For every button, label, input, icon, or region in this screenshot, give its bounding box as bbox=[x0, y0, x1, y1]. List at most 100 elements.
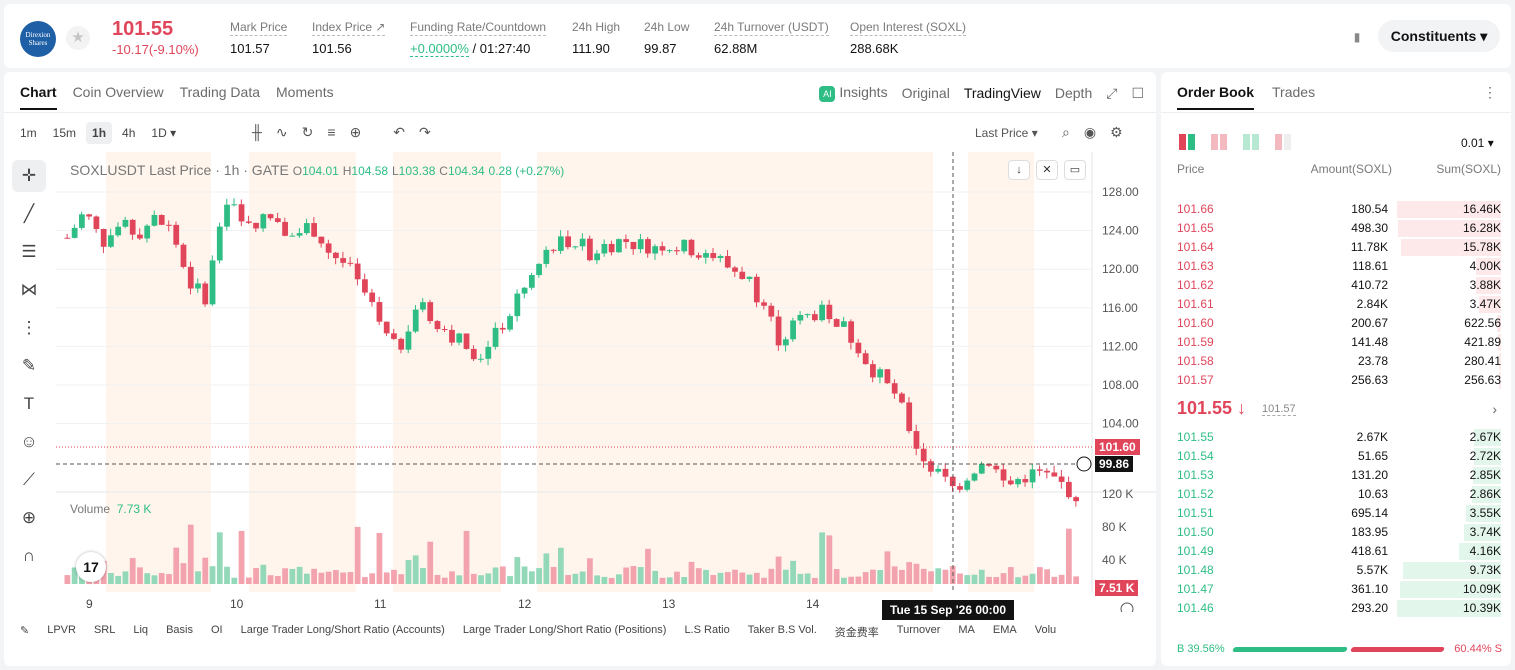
indicators-icon[interactable]: ∿ bbox=[275, 124, 288, 140]
indicator-item[interactable]: Volu bbox=[1034, 624, 1057, 636]
ask-row[interactable]: 101.57 256.63 256.63 bbox=[1161, 371, 1511, 390]
layout-both-icon[interactable] bbox=[1179, 134, 1195, 150]
bid-row[interactable]: 101.55 2.67K 2.67K bbox=[1161, 428, 1511, 447]
volume-bar bbox=[986, 576, 992, 584]
timeframe-1h[interactable]: 1h bbox=[86, 122, 113, 144]
add-alert-icon[interactable]: ⊕ bbox=[349, 124, 362, 140]
bid-row[interactable]: 101.46 293.20 10.39K bbox=[1161, 599, 1511, 618]
indicator-item[interactable]: Taker B.S Vol. bbox=[747, 624, 817, 636]
zoom-in-icon[interactable]: ⊕ bbox=[21, 508, 37, 527]
stat-label[interactable]: Mark Price bbox=[230, 20, 288, 36]
stat-label[interactable]: 24h Turnover (USDT) bbox=[714, 20, 829, 36]
search-icon[interactable]: ⌕ bbox=[1062, 124, 1070, 140]
view-original[interactable]: Original bbox=[901, 85, 950, 101]
trendline-icon[interactable]: ╱ bbox=[23, 204, 35, 223]
indicator-item[interactable]: Liq bbox=[133, 624, 149, 636]
indicator-item[interactable]: 资金费率 bbox=[834, 627, 879, 639]
tab-chart[interactable]: Chart bbox=[20, 84, 57, 110]
more-menu-icon[interactable]: ⋮ bbox=[1483, 84, 1497, 100]
horizontal-lines-icon[interactable]: ☰ bbox=[21, 242, 37, 261]
indicator-item[interactable]: Turnover bbox=[896, 624, 941, 636]
chevron-right-icon[interactable]: › bbox=[1492, 401, 1497, 417]
indicator-item[interactable]: Basis bbox=[166, 624, 193, 636]
bid-row[interactable]: 101.47 361.10 10.09K bbox=[1161, 580, 1511, 599]
collapse-icon[interactable]: ✕ bbox=[1036, 160, 1058, 180]
tab-order-book[interactable]: Order Book bbox=[1177, 84, 1255, 110]
insights-button[interactable]: AI Insights bbox=[819, 84, 888, 102]
layout-asks-only-icon[interactable] bbox=[1275, 134, 1291, 150]
fib-icon[interactable]: ⋮ bbox=[20, 318, 38, 337]
indicator-item[interactable]: EMA bbox=[992, 624, 1017, 636]
expand-icon[interactable]: ⤢ bbox=[1106, 84, 1118, 101]
ask-row[interactable]: 101.61 2.84K 3.47K bbox=[1161, 295, 1511, 314]
timeframe-4h[interactable]: 4h bbox=[122, 126, 136, 140]
crosshair-icon[interactable]: ✛ bbox=[12, 160, 46, 192]
ask-row[interactable]: 101.58 23.78 280.41 bbox=[1161, 352, 1511, 371]
price-type-select[interactable]: Last Price ▾ bbox=[975, 126, 1038, 140]
bid-row[interactable]: 101.48 5.57K 9.73K bbox=[1161, 561, 1511, 580]
compare-icon[interactable]: ↻ bbox=[301, 124, 314, 140]
ask-row[interactable]: 101.64 11.78K 15.78K bbox=[1161, 238, 1511, 257]
indicator-item[interactable]: L.S Ratio bbox=[684, 624, 730, 636]
bid-row[interactable]: 101.49 418.61 4.16K bbox=[1161, 542, 1511, 561]
bid-row[interactable]: 101.51 695.14 3.55K bbox=[1161, 504, 1511, 523]
bid-row[interactable]: 101.53 131.20 2.85K bbox=[1161, 466, 1511, 485]
stat-label[interactable]: Index Price ↗ bbox=[312, 20, 386, 36]
timeframe-1d[interactable]: 1D ▾ bbox=[151, 126, 177, 140]
text-tool-icon[interactable]: T bbox=[23, 394, 35, 413]
favorite-star-icon[interactable]: ★ bbox=[66, 26, 90, 50]
ask-row[interactable]: 101.63 118.61 4.00K bbox=[1161, 257, 1511, 276]
indicator-item[interactable]: LPVR bbox=[47, 624, 76, 636]
ask-row[interactable]: 101.59 141.48 421.89 bbox=[1161, 333, 1511, 352]
settings-gear-icon[interactable]: ⚙ bbox=[1110, 124, 1123, 140]
y-tick-label: 120.00 bbox=[1102, 262, 1139, 276]
funding-rate-value[interactable]: +0.0000% bbox=[410, 41, 469, 57]
stat-label[interactable]: Open Interest (SOXL) bbox=[850, 20, 967, 36]
emoji-icon[interactable]: ☺ bbox=[20, 432, 38, 451]
templates-icon[interactable]: ≡ bbox=[327, 124, 336, 140]
redo-icon[interactable]: ↷ bbox=[419, 124, 431, 140]
brush-icon[interactable]: ✎ bbox=[21, 356, 37, 375]
timeframe-1m[interactable]: 1m bbox=[20, 126, 37, 140]
view-tradingview[interactable]: TradingView bbox=[963, 85, 1041, 101]
layout-bids-icon[interactable] bbox=[1243, 134, 1259, 150]
bid-row[interactable]: 101.52 10.63 2.86K bbox=[1161, 485, 1511, 504]
indicator-item[interactable]: Large Trader Long/Short Ratio (Positions… bbox=[462, 624, 667, 636]
tab-moments[interactable]: Moments bbox=[276, 84, 334, 100]
constituents-button[interactable]: Constituents ▾ bbox=[1378, 20, 1500, 52]
layout-asks-icon[interactable] bbox=[1211, 134, 1227, 150]
edit-indicators-icon[interactable]: ✎ bbox=[20, 625, 30, 637]
tab-trading-data[interactable]: Trading Data bbox=[179, 84, 261, 100]
ask-row[interactable]: 101.60 200.67 622.56 bbox=[1161, 314, 1511, 333]
guide-book-icon[interactable]: ▮ bbox=[1353, 30, 1361, 44]
price-change: -10.17(-9.10%) bbox=[112, 42, 199, 57]
camera-icon[interactable]: ◉ bbox=[1083, 124, 1097, 140]
timeframe-15m[interactable]: 15m bbox=[52, 126, 77, 140]
bid-row[interactable]: 101.54 51.65 2.72K bbox=[1161, 447, 1511, 466]
undo-icon[interactable]: ↶ bbox=[393, 124, 406, 140]
tradingview-logo[interactable]: 17 bbox=[76, 552, 106, 582]
tab-coin-overview[interactable]: Coin Overview bbox=[72, 84, 164, 100]
magnet-icon[interactable]: ∩ bbox=[22, 546, 36, 565]
arrow-down-icon[interactable]: ↓ bbox=[1008, 160, 1030, 180]
ask-row[interactable]: 101.65 498.30 16.28K bbox=[1161, 219, 1511, 238]
candle-type-icon[interactable]: ╫ bbox=[252, 124, 262, 140]
maximize-icon[interactable]: ▭ bbox=[1064, 160, 1086, 180]
ruler-icon[interactable]: ⟋ bbox=[23, 470, 35, 489]
ask-row[interactable]: 101.62 410.72 3.88K bbox=[1161, 276, 1511, 295]
volume-bar bbox=[877, 570, 884, 584]
indicator-item[interactable]: SRL bbox=[93, 624, 116, 636]
tick-size-select[interactable]: 0.01 ▾ bbox=[1461, 136, 1494, 150]
indicator-item[interactable]: OI bbox=[210, 624, 223, 636]
candlestick-chart[interactable]: 128.00 124.00 120.00 116.00 112.00 108.00 104.… bbox=[56, 152, 1156, 612]
ask-row[interactable]: 101.66 180.54 16.46K bbox=[1161, 200, 1511, 219]
pattern-icon[interactable]: ⋈ bbox=[20, 280, 38, 299]
view-depth[interactable]: Depth bbox=[1054, 85, 1093, 101]
stat-label[interactable]: Funding Rate/Countdown bbox=[410, 20, 547, 36]
bid-row[interactable]: 101.50 183.95 3.74K bbox=[1161, 523, 1511, 542]
indicator-item[interactable]: MA bbox=[958, 624, 975, 636]
tab-trades[interactable]: Trades bbox=[1272, 84, 1316, 100]
volume-bar bbox=[354, 526, 361, 584]
indicator-item[interactable]: Large Trader Long/Short Ratio (Accounts) bbox=[240, 624, 445, 636]
window-icon[interactable]: ☐ bbox=[1131, 84, 1144, 101]
